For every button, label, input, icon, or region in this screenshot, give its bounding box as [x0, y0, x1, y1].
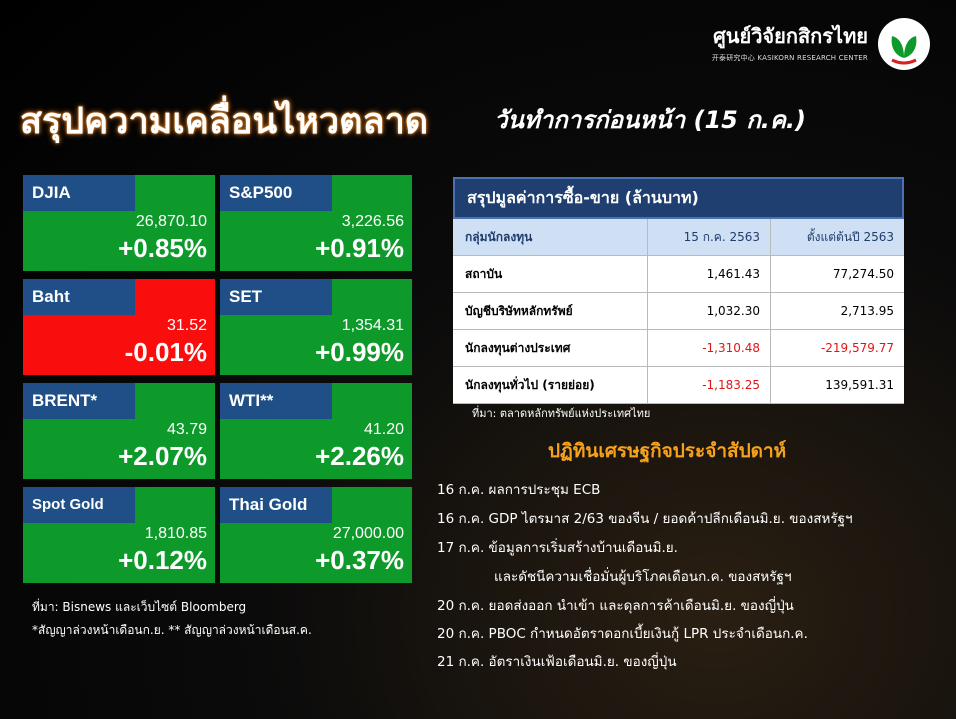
tile-value: 31.52	[166, 317, 207, 334]
tile-value: 26,870.10	[135, 213, 207, 230]
trade-summary-table: สรุปมูลค่าการซื้อ-ขาย (ล้านบาท) กลุ่มนัก…	[453, 177, 904, 404]
tile-name: DJIA	[23, 175, 135, 211]
table-cell: 1,461.43	[647, 256, 770, 292]
calendar-item: 21 ก.ค. อัตราเงินเฟ้อเดือนมิ.ย. ของญี่ปุ…	[437, 654, 677, 670]
calendar-item: 16 ก.ค. ผลการประชุม ECB	[437, 482, 601, 498]
brand-name: ศูนย์วิจัยกสิกรไทย	[713, 24, 868, 48]
tile-name: BRENT*	[23, 383, 135, 419]
table-cell: 1,032.30	[647, 293, 770, 329]
tile-name: S&P500	[220, 175, 332, 211]
calendar-title: ปฏิทินเศรษฐกิจประจำสัปดาห์	[548, 440, 787, 462]
tile-change: +0.91%	[315, 233, 404, 263]
tile-set: SET 1,354.31 +0.99%	[220, 279, 412, 375]
table-cell: -1,310.48	[647, 330, 770, 366]
tile-value: 1,354.31	[341, 317, 404, 334]
calendar-item: 20 ก.ค. PBOC กำหนดอัตราดอกเบี้ยเงินกู้ L…	[437, 626, 808, 642]
tile-thai-gold: Thai Gold 27,000.00 +0.37%	[220, 487, 412, 583]
tile-name: Thai Gold	[220, 487, 332, 523]
page-subtitle: วันทำการก่อนหน้า (15 ก.ค.)	[494, 106, 806, 134]
tiles-source-note: ที่มา: Bisnews และเว็บไซต์ Bloomberg	[32, 600, 247, 614]
tile-brent: BRENT* 43.79 +2.07%	[23, 383, 215, 479]
table-row: นักลงทุนทั่วไป (รายย่อย) -1,183.25 139,5…	[453, 367, 904, 404]
table-cell: บัญชีบริษัทหลักทรัพย์	[465, 304, 573, 318]
table-header-row: กลุ่มนักลงทุน 15 ก.ค. 2563 ตั้งแต่ต้นปี …	[453, 219, 904, 256]
calendar-item: 16 ก.ค. GDP ไตรมาส 2/63 ของจีน / ยอดค้าป…	[437, 511, 853, 527]
calendar-item: 17 ก.ค. ข้อมูลการเริ่มสร้างบ้านเดือนมิ.ย…	[437, 540, 678, 556]
table-title: สรุปมูลค่าการซื้อ-ขาย (ล้านบาท)	[453, 177, 904, 219]
column-header: ตั้งแต่ต้นปี 2563	[770, 219, 904, 255]
table-cell: 2,713.95	[770, 293, 904, 329]
tiles-footnote: *สัญญาล่วงหน้าเดือนก.ย. ** สัญญาล่วงหน้า…	[32, 623, 312, 637]
tile-value: 43.79	[166, 421, 207, 438]
table-row: บัญชีบริษัทหลักทรัพย์ 1,032.30 2,713.95	[453, 293, 904, 330]
table-cell: 139,591.31	[770, 367, 904, 403]
tile-value: 27,000.00	[332, 525, 404, 542]
table-cell: -219,579.77	[770, 330, 904, 366]
table-row: นักลงทุนต่างประเทศ -1,310.48 -219,579.77	[453, 330, 904, 367]
page-title: สรุปความเคลื่อนไหวตลาด	[20, 101, 429, 142]
calendar-item: 20 ก.ค. ยอดส่งออก นำเข้า และดุลการค้าเดื…	[437, 598, 794, 614]
tile-change: +0.99%	[315, 337, 404, 367]
column-header: 15 ก.ค. 2563	[647, 219, 770, 255]
tile-change: +2.07%	[118, 441, 207, 471]
tile-change: +0.12%	[118, 545, 207, 575]
tile-value: 3,226.56	[341, 213, 404, 230]
table-cell: นักลงทุนทั่วไป (รายย่อย)	[465, 378, 595, 392]
tile-name: Baht	[23, 279, 135, 315]
tile-name: SET	[220, 279, 332, 315]
tile-change: -0.01%	[124, 337, 207, 367]
table-cell: -1,183.25	[647, 367, 770, 403]
tile-djia: DJIA 26,870.10 +0.85%	[23, 175, 215, 271]
tile-spot-gold: Spot Gold 1,810.85 +0.12%	[23, 487, 215, 583]
tile-change: +2.26%	[315, 441, 404, 471]
table-cell: นักลงทุนต่างประเทศ	[465, 341, 571, 355]
tile-baht: Baht 31.52 -0.01%	[23, 279, 215, 375]
table-source-note: ที่มา: ตลาดหลักทรัพย์แห่งประเทศไทย	[472, 407, 651, 420]
tile-value: 41.20	[363, 421, 404, 438]
tile-wti: WTI** 41.20 +2.26%	[220, 383, 412, 479]
tile-name: Spot Gold	[23, 487, 135, 523]
brand-subtitle: 开泰研究中心 KASIKORN RESEARCH CENTER	[711, 54, 868, 62]
tile-sp500: S&P500 3,226.56 +0.91%	[220, 175, 412, 271]
tile-value: 1,810.85	[144, 525, 207, 542]
calendar-item: และดัชนีความเชื่อมั่นผู้บริโภคเดือนก.ค. …	[494, 569, 792, 585]
table-cell: 77,274.50	[770, 256, 904, 292]
table-cell: สถาบัน	[465, 267, 503, 281]
tile-change: +0.37%	[315, 545, 404, 575]
tile-name: WTI**	[220, 383, 332, 419]
tile-change: +0.85%	[118, 233, 207, 263]
kasikorn-logo-icon	[878, 18, 930, 70]
column-header: กลุ่มนักลงทุน	[465, 230, 533, 244]
table-row: สถาบัน 1,461.43 77,274.50	[453, 256, 904, 293]
